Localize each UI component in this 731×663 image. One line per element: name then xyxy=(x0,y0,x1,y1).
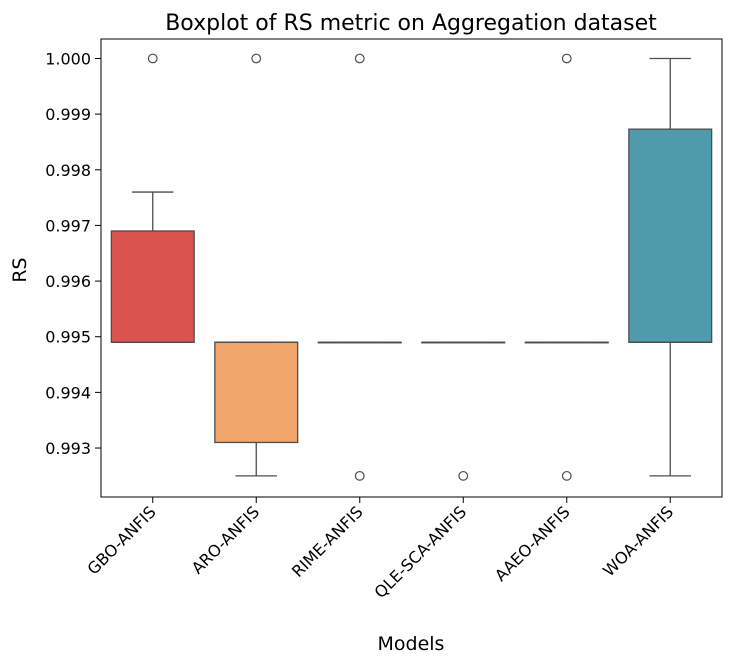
y-axis-label: RS xyxy=(9,257,31,282)
x-axis-label: Models xyxy=(378,633,445,655)
y-tick-label: 0.994 xyxy=(45,383,91,402)
box-gbo-anfis xyxy=(110,230,195,343)
plot-area: 0.993 0.994 0.995 0.996 0.997 0.998 0.999 1.000… xyxy=(45,38,723,602)
box-woa-anfis xyxy=(628,128,713,343)
outlier-point xyxy=(561,470,572,481)
x-tick-label: GBO-ANFIS xyxy=(84,502,160,578)
outlier-point xyxy=(354,470,365,481)
x-tick-label: WOA-ANFIS xyxy=(599,502,677,580)
y-tick-label: 0.996 xyxy=(45,272,91,291)
x-tick-label: ARO-ANFIS xyxy=(188,502,263,577)
y-tick-label: 0.993 xyxy=(45,439,91,458)
chart-title: Boxplot of RS metric on Aggregation data… xyxy=(165,11,657,36)
y-tick-label: 0.995 xyxy=(45,328,91,347)
y-tick-label: 0.999 xyxy=(45,105,91,124)
outlier-point xyxy=(458,470,469,481)
y-tick-label: 1.000 xyxy=(45,49,91,68)
x-tick-label: RIME-ANFIS xyxy=(288,502,367,581)
x-tick-label: QLE-SCA-ANFIS xyxy=(371,502,471,602)
x-tick-label: AAEO-ANFIS xyxy=(491,502,574,585)
box-aro-anfis xyxy=(214,341,299,444)
outlier-point xyxy=(561,53,572,64)
outlier-point xyxy=(147,53,158,64)
plot-frame xyxy=(100,38,723,498)
outlier-point xyxy=(251,53,262,64)
y-tick-label: 0.997 xyxy=(45,216,91,235)
y-tick-label: 0.998 xyxy=(45,161,91,180)
outlier-point xyxy=(354,53,365,64)
